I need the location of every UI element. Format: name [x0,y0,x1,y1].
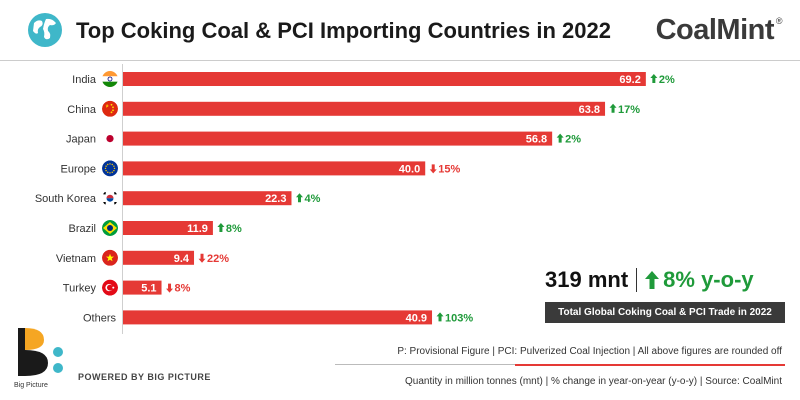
arrow-up-icon [609,103,617,113]
arrow-up-icon [295,193,303,203]
footer-divider-red [515,364,785,366]
south-korea-flag-icon [102,190,118,207]
yoy-change-label: 2% [565,134,581,146]
bar-row-japan: Japan 56.8 2% [66,130,581,147]
category-label: Europe [61,163,96,175]
yoy-change-label: 2% [659,74,675,86]
turkey-flag-icon [102,279,118,296]
arrow-up-icon [217,223,225,232]
eu-flag-icon [102,160,118,177]
bar-row-south-korea: South Korea 22.3 4% [35,190,321,207]
arrow-down-icon [166,283,174,293]
yoy-change-label: 8% [175,283,191,295]
category-label: South Korea [35,193,97,205]
bar-row-india: India 69.2 2% [72,71,675,87]
india-flag-icon [102,71,118,87]
category-axis-line [122,64,123,334]
category-label: Brazil [68,223,96,235]
bar [123,191,292,206]
category-label: China [67,104,97,116]
category-label: India [72,74,97,86]
value-label: 40.0 [399,163,420,175]
brazil-flag-icon [102,220,118,236]
footer-divider-gray [335,364,515,365]
summary-box: 319 mnt 8% y-o-y Total Global Coking Coa… [545,264,785,323]
big-picture-name: Big Picture [14,382,48,389]
value-label: 69.2 [619,74,640,86]
value-label: 9.4 [174,253,190,265]
category-label: Turkey [63,283,97,295]
value-label: 40.9 [406,312,427,324]
summary-separator [636,268,638,292]
bar [123,131,553,146]
yoy-change-label: 8% [226,223,242,235]
bar [123,310,433,325]
bar-row-china: China 63.8 17% [67,100,640,117]
bar-row-vietnam: Vietnam 9.4 22% [56,249,229,266]
arrow-up-icon [650,74,658,83]
summary-change-text: 8% y-o-y [663,267,754,292]
arrow-up-icon [556,133,564,143]
footer-source: Quantity in million tonnes (mnt) | % cha… [404,376,782,387]
value-label: 56.8 [526,134,547,146]
bar [123,280,162,295]
yoy-change-label: 103% [445,312,473,324]
bar-chart: India 69.2 2% China 63.8 17% Japan 56.8 2% Europe… [35,71,675,325]
yoy-change-label: 17% [618,104,640,116]
summary-label: Total Global Coking Coal & PCI Trade in … [545,302,785,323]
footer-note: P: Provisional Figure | PCI: Pulverized … [397,346,782,357]
arrow-down-icon [198,253,206,263]
brand-logo: CoalMint ® [655,14,783,47]
value-label: 63.8 [579,104,600,116]
summary-total: 319 mnt [545,267,629,292]
yoy-change-label: 4% [304,193,320,205]
value-label: 22.3 [265,193,286,205]
bar-row-turkey: Turkey 5.1 8% [63,279,191,296]
summary-change: 8% y-o-y [645,267,754,293]
registered-mark: ® [775,16,783,26]
powered-by: POWERED BY BIG PICTURE [78,372,211,382]
yoy-change-label: 22% [207,253,229,265]
header: Top Coking Coal & PCI Importing Countrie… [0,0,800,62]
yoy-change-label: 15% [438,163,460,175]
brand-name: CoalMint [655,14,775,46]
big-picture-logo [18,328,63,376]
bar-row-brazil: Brazil 11.9 8% [68,220,242,236]
arrow-up-icon [436,312,444,322]
value-label: 11.9 [187,223,208,235]
bar [123,101,606,116]
bar [123,250,195,265]
header-divider [0,60,800,61]
japan-flag-icon [102,130,118,147]
bar-row-europe: Europe 40.0 15% [61,160,460,177]
bar [123,161,426,176]
category-label: Others [83,312,117,324]
category-label: Japan [66,134,96,146]
china-flag-icon [102,100,118,117]
arrow-down-icon [429,164,437,174]
bar [123,221,213,235]
globe-icon [28,13,62,47]
arrow-up-icon [645,271,660,289]
value-label: 5.1 [141,283,156,295]
vietnam-flag-icon [102,249,118,266]
bar [123,72,646,86]
page-title: Top Coking Coal & PCI Importing Countrie… [76,18,611,43]
bar-row-others: Others 40.9 103% [83,310,473,325]
category-label: Vietnam [56,253,96,265]
